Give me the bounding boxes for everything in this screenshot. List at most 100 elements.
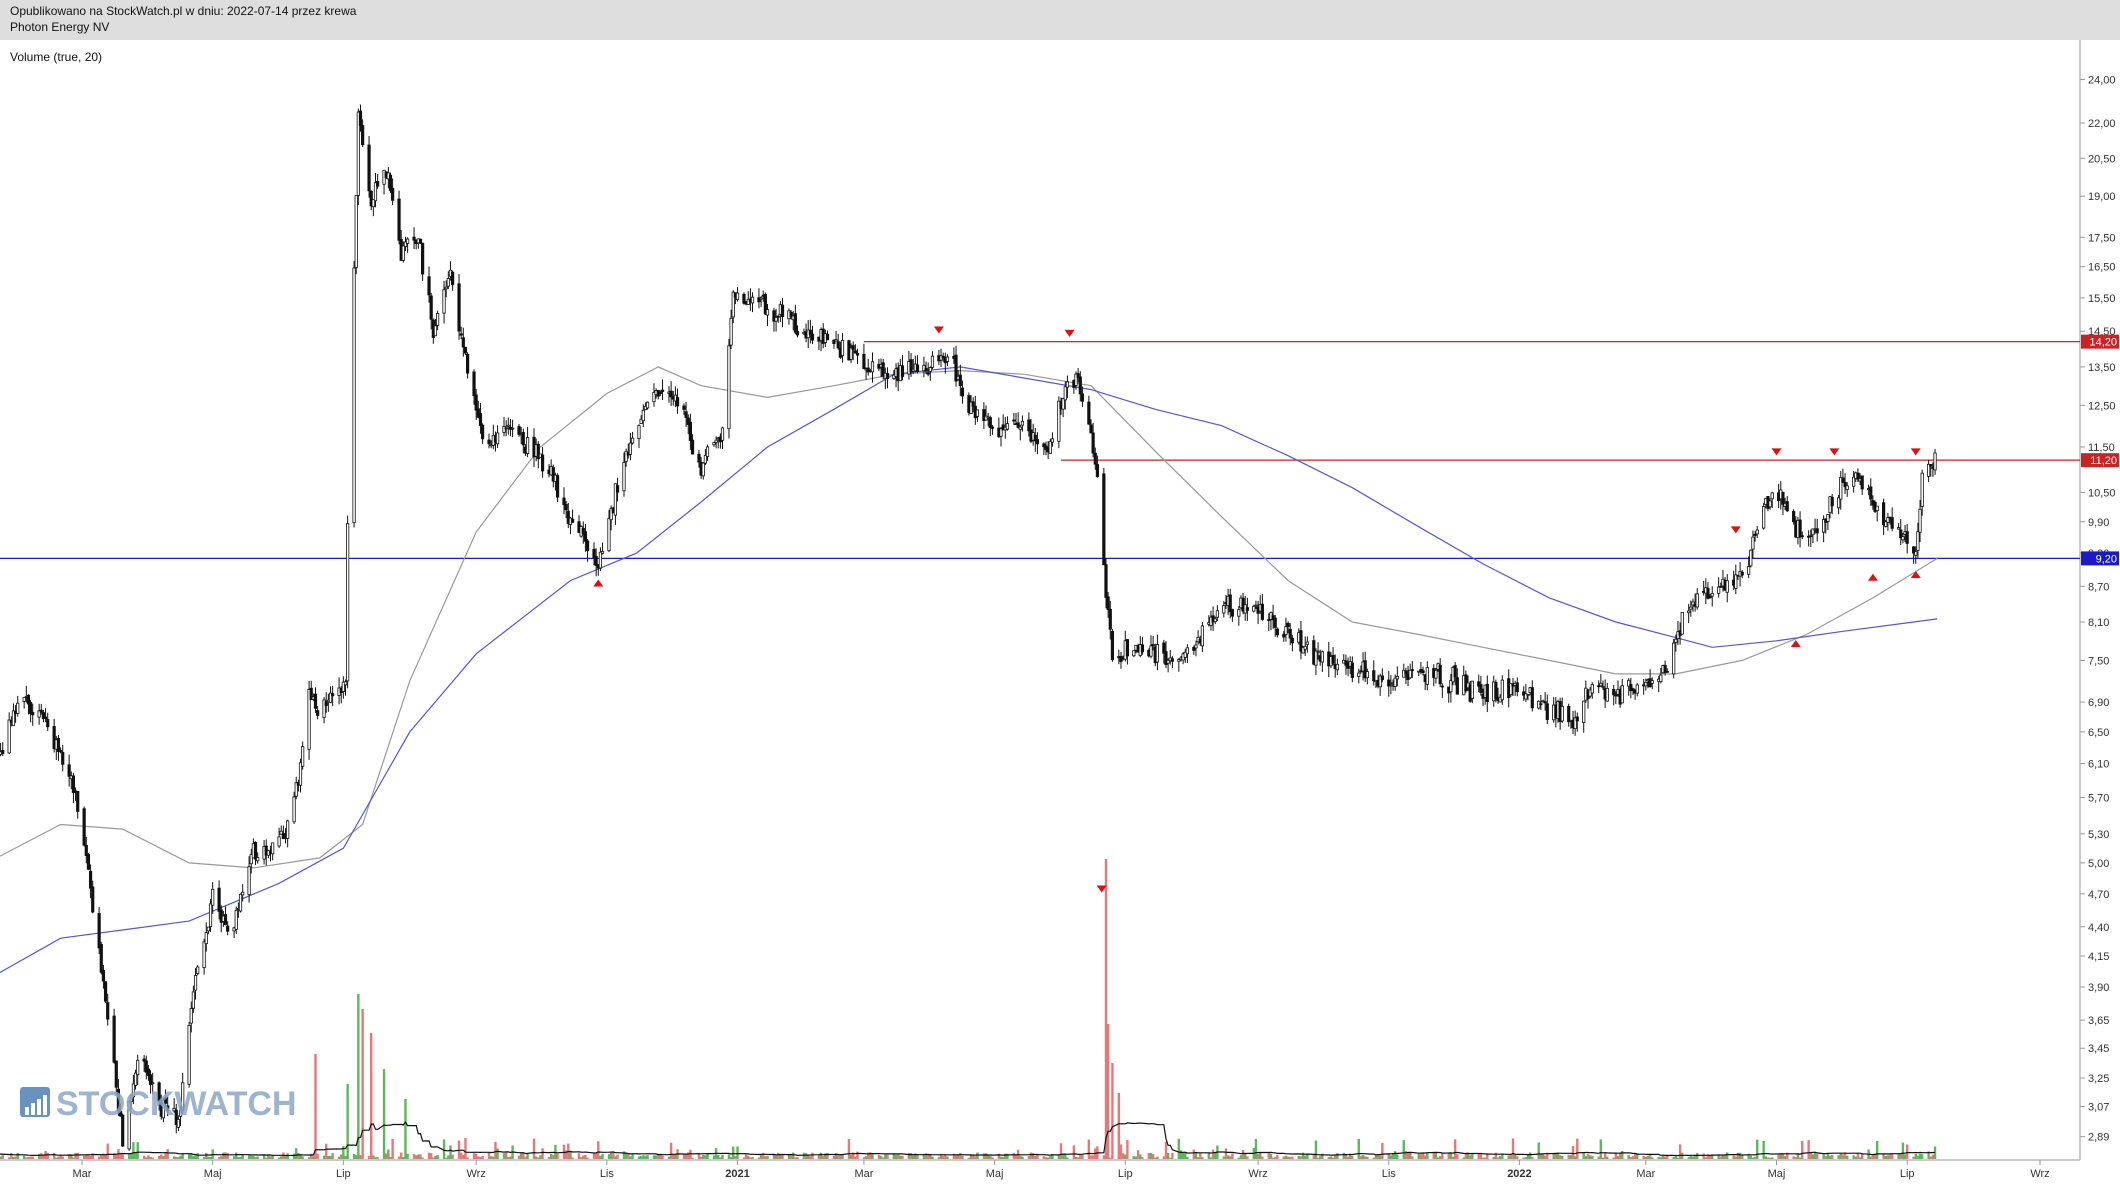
candle-body: [1719, 585, 1723, 588]
volume-bar: [496, 1148, 499, 1159]
volume-bar: [991, 1157, 994, 1159]
candle-body: [1918, 508, 1922, 533]
candle-body: [1899, 529, 1903, 538]
volume-bar: [774, 1155, 778, 1159]
x-tick-label: 2022: [1507, 1168, 1531, 1180]
volume-bar: [1147, 1153, 1151, 1159]
volume-bar: [1126, 1140, 1129, 1159]
volume-bar: [1479, 1154, 1483, 1159]
x-tick-label: Mar: [73, 1168, 92, 1180]
candle-body: [472, 371, 476, 396]
candle-body: [810, 333, 815, 341]
volume-average-line: [0, 1121, 1936, 1157]
volume-bar: [727, 1154, 731, 1159]
volume-bar: [586, 1157, 589, 1159]
candle-body: [1335, 663, 1339, 671]
volume-bar: [340, 1154, 343, 1159]
volume-bar: [1314, 1140, 1318, 1159]
volume-bar: [235, 1152, 238, 1159]
volume-bar: [12, 1156, 15, 1159]
volume-bar: [1582, 1152, 1585, 1159]
volume-bar: [627, 1154, 630, 1159]
volume-bar: [609, 1152, 613, 1159]
level-price-tag: [2081, 453, 2119, 468]
volume-bar: [1839, 1153, 1842, 1159]
candle-body: [1837, 497, 1841, 509]
volume-bar: [106, 1143, 109, 1159]
candle-body: [836, 341, 840, 349]
volume-bar: [1666, 1155, 1669, 1159]
candle-body: [118, 1111, 123, 1117]
x-tick-label: Mar: [1636, 1168, 1655, 1180]
volume-bar: [1792, 1156, 1795, 1159]
volume-bar: [402, 1157, 405, 1159]
volume-bar: [1920, 1154, 1924, 1159]
candle-body: [1614, 693, 1618, 697]
candle-body: [144, 1060, 148, 1073]
volume-bar: [1811, 1154, 1815, 1159]
candle-body: [669, 390, 673, 398]
marker-down-triangle: [1064, 329, 1075, 337]
volume-bar: [1111, 1063, 1114, 1159]
volume-bar: [1901, 1142, 1905, 1159]
candle-body: [609, 508, 613, 521]
candle-body: [759, 297, 763, 300]
candle-body: [1927, 463, 1931, 477]
candle-body: [1164, 651, 1168, 665]
volume-bar: [592, 1153, 596, 1159]
candle-body: [451, 271, 455, 286]
candle-body: [309, 687, 313, 701]
volume-bar: [1644, 1157, 1648, 1159]
volume-bar: [1244, 1153, 1247, 1159]
volume-bar: [654, 1155, 658, 1159]
volume-bar: [1471, 1154, 1474, 1159]
candle-body: [506, 424, 510, 427]
volume-bar: [744, 1153, 748, 1159]
volume-bar: [916, 1154, 919, 1159]
volume-bar: [262, 1154, 266, 1159]
volume-bar: [442, 1139, 446, 1159]
candle-body: [1380, 675, 1384, 680]
candle-body: [502, 426, 506, 433]
volume-bar: [757, 1157, 761, 1159]
candle-body: [1884, 521, 1888, 527]
volume-bar: [1419, 1154, 1423, 1159]
marker-down-triangle: [1730, 526, 1741, 534]
volume-bar: [247, 1154, 251, 1159]
volume-bar: [1074, 1156, 1078, 1159]
volume-bar: [601, 1153, 604, 1159]
candle-body: [776, 315, 780, 318]
marker-up-triangle: [1790, 640, 1801, 648]
volume-bar: [519, 1152, 523, 1159]
volume-bar: [1044, 1157, 1048, 1159]
y-tick-label: 12,50: [2088, 400, 2116, 412]
candle-body: [101, 969, 106, 982]
volume-bar: [1483, 1157, 1487, 1159]
y-tick-label: 7,50: [2088, 655, 2109, 667]
volume-bar: [1831, 1154, 1834, 1159]
candle-body: [652, 392, 656, 403]
volume-bar: [796, 1156, 799, 1159]
volume-bar: [1561, 1155, 1564, 1159]
volume-bar: [1031, 1153, 1035, 1159]
candle-body: [594, 555, 598, 566]
volume-bar: [954, 1155, 958, 1159]
volume-bar: [177, 1157, 180, 1159]
candle-body: [1706, 588, 1710, 599]
candle-body: [1470, 680, 1474, 699]
candle-body: [176, 1118, 181, 1128]
volume-bar: [884, 1153, 887, 1159]
candle-body: [1539, 703, 1543, 706]
volume-bar: [147, 1155, 150, 1159]
volume-bar: [1912, 1156, 1915, 1159]
candle-body: [930, 355, 935, 368]
candle-body: [1102, 473, 1106, 566]
volume-bar: [914, 1153, 917, 1159]
volume-bar: [344, 1155, 347, 1159]
candle-body: [870, 361, 875, 373]
candle-body: [562, 497, 566, 506]
candle-body: [178, 1109, 183, 1117]
candle-body: [825, 333, 830, 341]
volume-bar: [1464, 1153, 1468, 1159]
volume-bar: [612, 1152, 615, 1159]
